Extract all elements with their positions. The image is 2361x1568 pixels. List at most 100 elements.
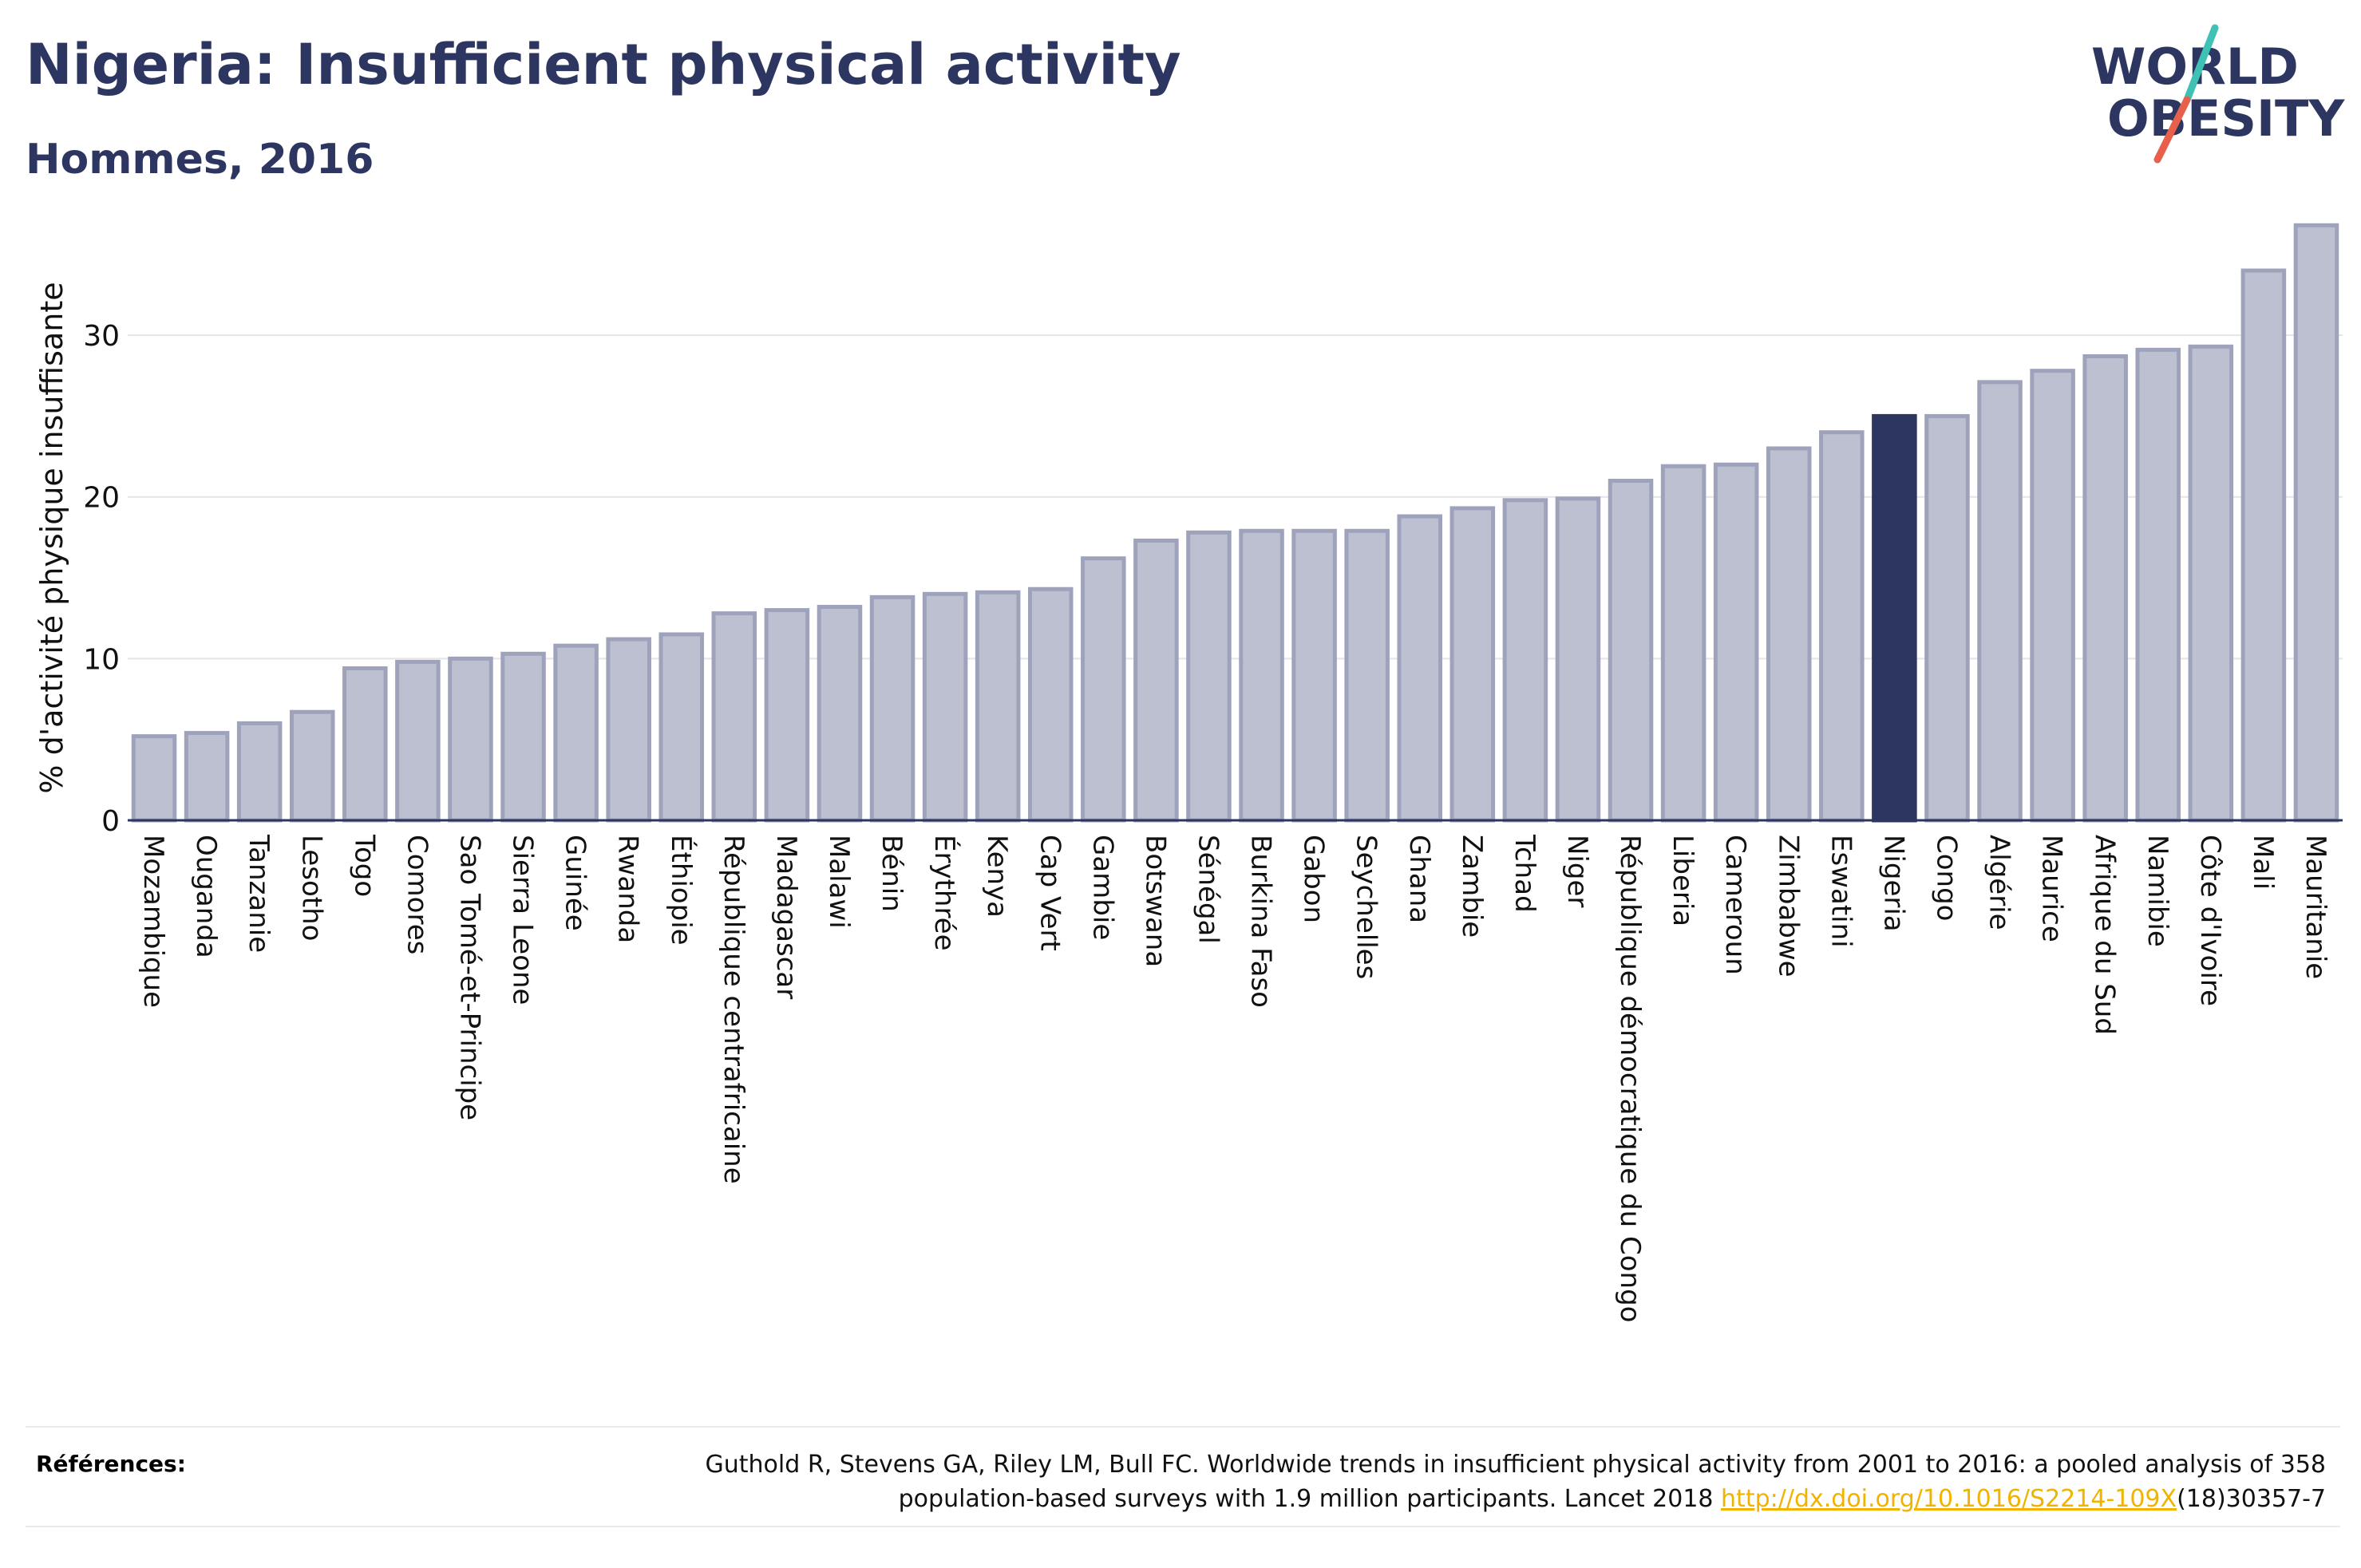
- x-tick-label: Éthiopie: [665, 835, 698, 946]
- references-label: Références:: [36, 1451, 186, 1477]
- x-tick-label: Niger: [1561, 835, 1593, 907]
- x-tick-label: Lesotho: [295, 835, 327, 941]
- x-tick-label: Rwanda: [612, 835, 644, 943]
- bar: [2082, 353, 2128, 823]
- x-tick-label: Seychelles: [1351, 835, 1382, 979]
- bar: [711, 611, 757, 823]
- bar: [184, 731, 230, 823]
- bar: [658, 632, 705, 823]
- bar: [2293, 223, 2339, 823]
- bar-highlighted: [1872, 413, 1917, 823]
- x-tick-label: Congo: [1930, 835, 1962, 921]
- x-tick-label: Nigeria: [1877, 835, 1909, 932]
- x-tick-label: Liberia: [1667, 835, 1699, 926]
- x-tick-label: Sierra Leone: [507, 835, 539, 1005]
- x-tick-label: Gambie: [1086, 835, 1118, 940]
- x-tick-label: Gabon: [1298, 835, 1330, 923]
- bars: [131, 223, 2339, 823]
- bar: [1766, 446, 1812, 823]
- x-tick-label: Guinée: [560, 835, 591, 931]
- x-tick-label: Comores: [401, 835, 433, 954]
- y-tick-labels: 0 10 20 30: [83, 320, 120, 838]
- logo-slash-red: [2153, 96, 2191, 164]
- y-tick-label: 20: [83, 482, 120, 515]
- x-tick-label: Eswatini: [1825, 835, 1857, 948]
- reference-doi-link[interactable]: http://dx.doi.org/10.1016/S2214-109X: [1721, 1485, 2177, 1513]
- x-tick-label: Ouganda: [190, 835, 222, 958]
- x-tick-label: Cameroun: [1719, 835, 1751, 975]
- bar: [395, 659, 441, 823]
- x-tick-label: Bénin: [876, 835, 908, 912]
- x-tick-label: République centrafricaine: [718, 835, 749, 1184]
- bar: [1608, 478, 1654, 823]
- x-tick-label: Zambie: [1456, 835, 1488, 938]
- y-tick-label: 0: [101, 805, 120, 838]
- reference-line2-end: (18)30357-7: [2177, 1485, 2326, 1513]
- x-tick-label: Malawi: [823, 835, 855, 929]
- reference-line1: Guthold R, Stevens GA, Riley LM, Bull FC…: [705, 1451, 2326, 1479]
- bar: [2188, 344, 2234, 823]
- bar: [1186, 530, 1232, 823]
- chart-subtitle: Hommes, 2016: [26, 136, 374, 184]
- x-tick-label: Cap Vert: [1034, 835, 1066, 951]
- bar: [1397, 514, 1443, 823]
- x-tick-label: Burkina Faso: [1245, 835, 1277, 1008]
- bar: [2135, 347, 2181, 823]
- x-tick-label: Côte d'Ivoire: [2194, 835, 2226, 1006]
- bar: [289, 709, 335, 823]
- x-tick-label: Sao Tomé-et-Principe: [453, 835, 485, 1120]
- x-tick-label: Mauritanie: [2300, 835, 2331, 979]
- y-tick-label: 30: [83, 320, 120, 353]
- world-obesity-logo: WORLD OBESITY: [2091, 24, 2345, 164]
- x-tick-label: Botswana: [1139, 835, 1171, 967]
- footer-divider-bottom: [26, 1526, 2340, 1527]
- x-tick-label: Mali: [2247, 835, 2279, 890]
- bar: [553, 643, 599, 823]
- bar: [448, 656, 493, 823]
- x-tick-label: Kenya: [981, 835, 1013, 918]
- bar: [236, 721, 283, 823]
- y-axis-label: % d'activité physique insuffisante: [34, 282, 69, 793]
- bar: [606, 637, 651, 823]
- reference-line2: population-based surveys with 1.9 millio…: [898, 1485, 1722, 1513]
- gridlines: [128, 334, 2343, 660]
- y-tick-label: 10: [83, 643, 120, 676]
- x-tick-label: Ghana: [1403, 835, 1435, 923]
- bar: [1502, 498, 1548, 823]
- bar: [1977, 380, 2023, 823]
- bar: [975, 590, 1021, 823]
- bar: [817, 605, 863, 823]
- x-tick-label: Sénégal: [1192, 835, 1224, 944]
- bar: [1239, 528, 1284, 823]
- x-tick-label: Tchad: [1509, 834, 1540, 913]
- x-tick-label: Tanzanie: [243, 834, 275, 953]
- logo-slash-teal: [2183, 24, 2219, 104]
- x-tick-label: Mozambique: [137, 835, 169, 1008]
- bar: [1291, 528, 1337, 823]
- logo-line2: OBESITY: [2107, 89, 2345, 148]
- x-tick-labels: Mozambique Ouganda Tanzanie Lesotho Togo Como…: [137, 834, 2331, 1322]
- bar: [1924, 413, 1970, 823]
- footer-divider-top: [26, 1426, 2340, 1428]
- bar: [1081, 556, 1126, 823]
- x-tick-label: Madagascar: [770, 835, 802, 999]
- bar: [922, 591, 968, 823]
- references-text: Guthold R, Stevens GA, Riley LM, Bull FC…: [490, 1448, 2326, 1516]
- bar: [342, 666, 388, 823]
- bar: [1660, 464, 1706, 823]
- x-tick-label: Afrique du Sud: [2089, 835, 2121, 1035]
- bar: [1449, 506, 1496, 823]
- bar: [764, 608, 810, 823]
- x-tick-label: Maurice: [2036, 835, 2068, 942]
- bar: [1819, 430, 1865, 823]
- x-tick-label: Namibie: [2142, 835, 2173, 947]
- x-tick-label: Algérie: [1983, 835, 2015, 930]
- bar: [1027, 587, 1074, 823]
- bar: [2030, 369, 2075, 823]
- bar: [1133, 538, 1179, 823]
- bar: [1713, 462, 1759, 823]
- x-tick-label: Érythrée: [928, 835, 961, 951]
- x-tick-label: Zimbabwe: [1772, 835, 1804, 978]
- bar: [2240, 268, 2287, 823]
- bar: [1555, 496, 1601, 823]
